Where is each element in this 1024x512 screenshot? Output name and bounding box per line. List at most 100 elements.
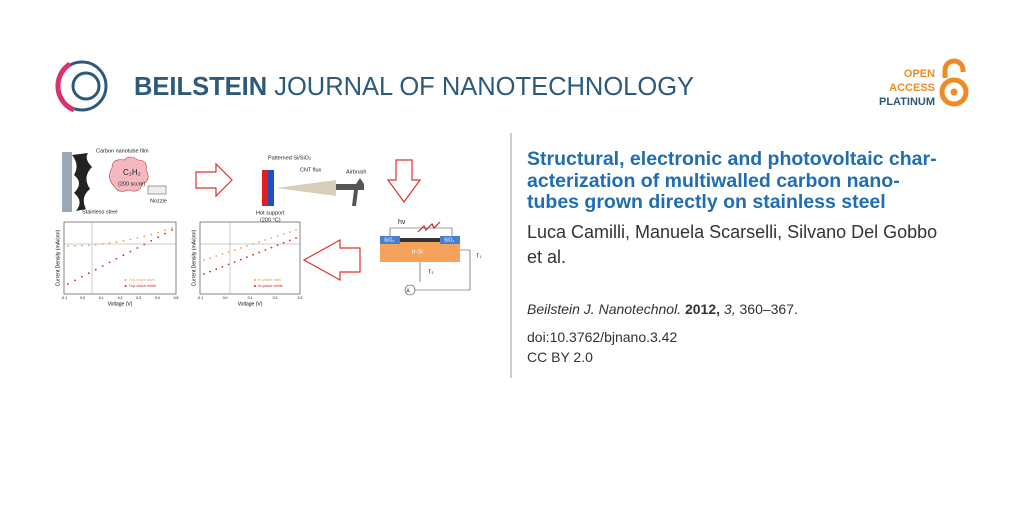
plot-dot [209, 270, 212, 273]
x-tick-label: -0.1 [197, 296, 203, 300]
plot-dot [157, 231, 160, 234]
plot-dot [108, 242, 111, 245]
substrate-blue [268, 170, 274, 206]
ga-label: n-Si [412, 250, 423, 256]
ga-label: A [406, 288, 410, 294]
x-tick-label: 0.2 [118, 296, 123, 300]
legend-dot [124, 279, 127, 281]
journal-name: BEILSTEIN JOURNAL OF NANOTECHNOLOGY [134, 73, 694, 101]
plot-dot [252, 243, 254, 245]
plot-dot [129, 250, 132, 253]
plot-dot [136, 247, 139, 249]
plot-dot [150, 233, 153, 236]
n-si [380, 240, 460, 262]
plot-frame [199, 221, 301, 295]
plot-dot [227, 251, 230, 253]
plot-dot [80, 244, 83, 247]
plot-dot [215, 268, 218, 271]
plot-dot [74, 279, 76, 282]
plot-dot [282, 241, 285, 244]
plot-dot [94, 243, 97, 246]
plot-dot [143, 235, 146, 238]
legend-dot [254, 285, 256, 287]
plot-dot [203, 259, 205, 261]
nozzle [147, 185, 167, 195]
plot-dot [258, 251, 261, 254]
plot-dot [233, 261, 236, 263]
plot-dot [295, 229, 297, 231]
x-tick-label: 0.2 [273, 296, 278, 300]
plot-dot [115, 241, 118, 243]
cite-journal: Beilstein J. Nanotechnol. [527, 301, 682, 317]
ga-label: Stainless steel [82, 209, 117, 215]
plot-dot [233, 249, 236, 251]
plot-dot [258, 241, 261, 243]
ga-label: (200 °C) [260, 217, 281, 223]
substrate-red [262, 170, 268, 206]
x-tick-label: 0.0 [223, 296, 228, 300]
ga-label: Nozzle [150, 198, 167, 204]
citation: Beilstein J. Nanotechnol. 2012, 3, 360–3… [527, 301, 798, 317]
title-line: acterization of multiwalled carbon nano- [527, 170, 900, 192]
plot-dot [215, 255, 218, 257]
title-line: tubes grown directly on stainless steel [527, 191, 886, 213]
plot-dot [276, 244, 279, 247]
x-tick-label: 0.1 [248, 296, 253, 300]
plot-dot [87, 272, 90, 275]
lock-hole [950, 88, 958, 96]
plot-dot [239, 247, 242, 249]
ga-label: SiO₂ [444, 237, 454, 243]
ga-label: SiO₂ [384, 237, 394, 243]
airbrush [336, 178, 364, 206]
title-line: Structural, electronic and photovoltaic … [527, 148, 937, 170]
legend-label: Top-down white [129, 283, 158, 288]
x-tick-label: 0.3 [298, 296, 303, 300]
ga-label: (200 sccm) [118, 181, 145, 187]
logo-inner [71, 71, 101, 101]
graphical-abstract: Carbon nanotube film C₂H₂ (200 sccm) Noz… [62, 148, 481, 296]
plot-dot [227, 263, 230, 266]
x-tick-label: -0.1 [61, 296, 67, 300]
plot-dot [164, 229, 166, 232]
plot-dot [87, 244, 90, 247]
cite-pages: 360–367. [739, 301, 798, 317]
plot-dot [252, 253, 254, 256]
arrow-right [195, 162, 233, 198]
lock-shackle [942, 58, 966, 78]
cnt-layer [400, 238, 440, 242]
legend-label: In-plane dark [258, 277, 281, 282]
plot-dot [129, 238, 132, 241]
journal-rest: JOURNAL OF NANOTECHNOLOGY [274, 73, 694, 101]
badge-platinum: PLATINUM [879, 96, 935, 108]
x-tick-label: 0.0 [80, 296, 85, 300]
cnt-flux [276, 180, 336, 196]
mini-plots: -0.1 0.0 0.1 0.2 0.3 0.4 0.5 Voltage (V) Current… [55, 221, 303, 307]
plot-dot [80, 275, 83, 278]
author-line: Luca Camilli, Manuela Scarselli, Silvano… [527, 222, 938, 242]
plot-dot [164, 232, 166, 235]
plot-dot [67, 245, 69, 247]
legend-label: In-plane white [258, 283, 284, 288]
plot-dot [122, 239, 125, 242]
plot-dot [246, 245, 248, 247]
plot-dot [221, 253, 224, 255]
plot-dot [122, 254, 125, 257]
plot-dot [246, 256, 248, 259]
badge-access: ACCESS [889, 82, 935, 94]
plot-dot [101, 243, 104, 245]
plot-dot [203, 273, 205, 275]
plot-dot [276, 235, 279, 237]
lock-body [939, 77, 969, 107]
sio2-left [380, 236, 400, 244]
plot-dot [282, 233, 285, 235]
y-axis-label: Current Density (mA/cm²) [191, 229, 197, 286]
x-tick-label: 0.4 [155, 296, 160, 300]
plot-dot [101, 265, 104, 267]
author-line: et al. [527, 247, 567, 267]
legend-dot [124, 285, 127, 287]
logo-arc [55, 61, 76, 113]
ga-label: Carbon nanotube film [96, 148, 149, 154]
ga-label: Patterned Si/SiO₂ [268, 155, 311, 161]
ga-label: T₁ [476, 253, 481, 259]
